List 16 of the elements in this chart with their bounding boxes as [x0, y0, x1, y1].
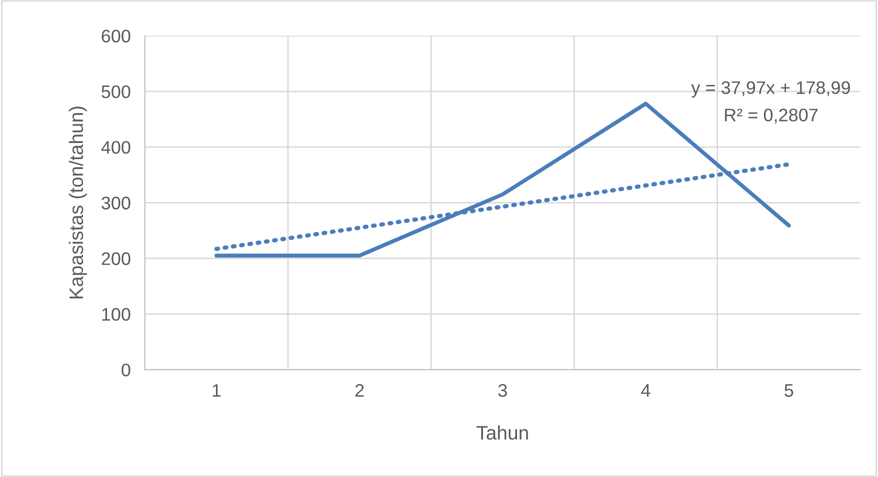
- y-axis-title: Kapasistas (ton/tahun): [68, 106, 87, 298]
- y-tick-label: 600: [102, 30, 130, 42]
- y-tick-label: 400: [101, 141, 130, 154]
- y-tick-label: 300: [102, 196, 130, 210]
- x-tick-label: 1: [212, 384, 221, 397]
- x-tick-label: 2: [355, 384, 364, 397]
- x-tick-label: 5: [784, 384, 794, 397]
- y-tick-label: 500: [102, 85, 130, 98]
- annotation: R² = 0,2807: [725, 108, 818, 124]
- x-axis-title: Tahun: [476, 425, 528, 440]
- annotation: y = 37,97x + 178,99: [691, 81, 850, 98]
- x-tick-label: 4: [641, 384, 650, 397]
- y-tick-label: 0: [122, 364, 130, 376]
- y-tick-label: 200: [102, 252, 130, 266]
- y-tick-label: 100: [102, 308, 130, 321]
- x-tick-label: 3: [498, 384, 507, 397]
